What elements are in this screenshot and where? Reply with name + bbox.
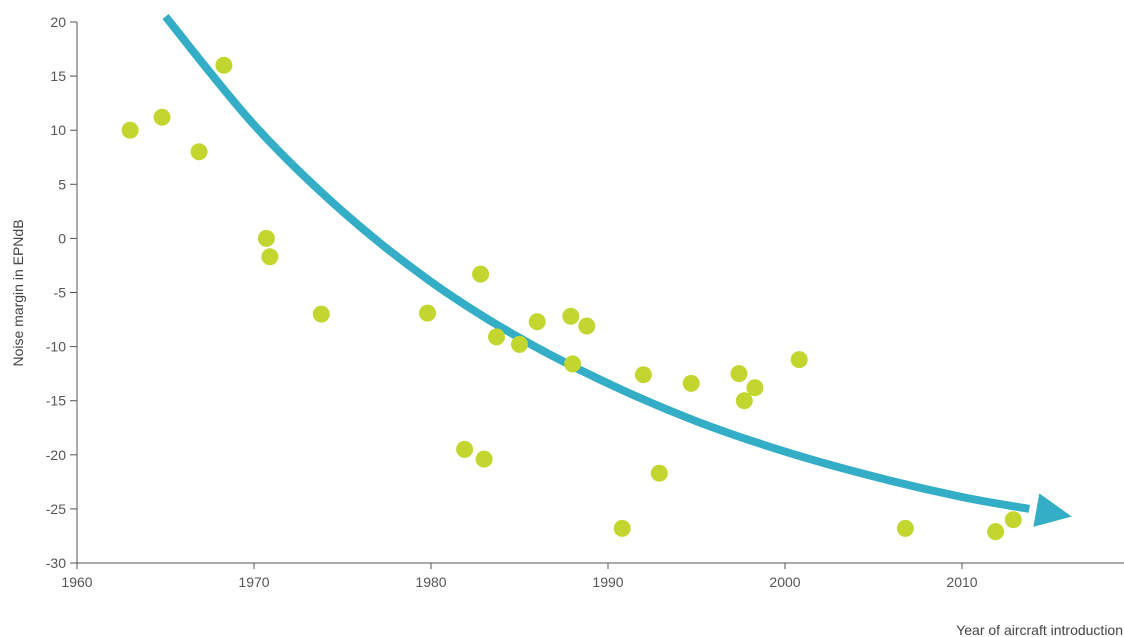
data-point <box>746 379 764 397</box>
data-point <box>488 328 505 346</box>
data-point <box>896 519 914 537</box>
data-point <box>564 355 582 373</box>
trend-arrow <box>162 14 1072 527</box>
data-point <box>613 519 631 537</box>
data-point <box>312 305 330 323</box>
y-axis-title: Noise margin in EPNdB <box>10 219 26 366</box>
data-point <box>528 313 546 331</box>
data-point <box>121 121 139 139</box>
data-point <box>735 392 753 410</box>
y-tick-label: -10 <box>46 339 66 355</box>
data-point <box>419 304 436 322</box>
data-point <box>472 265 490 283</box>
data-point <box>730 365 748 383</box>
data-point <box>475 450 493 468</box>
data-point <box>511 335 528 353</box>
y-tick-label: 0 <box>58 230 66 246</box>
data-point <box>682 374 700 392</box>
y-tick-label: -5 <box>54 285 67 301</box>
data-point <box>987 523 1005 541</box>
x-tick-label: 1980 <box>415 574 446 590</box>
x-tick-label: 2000 <box>769 574 800 590</box>
data-point <box>790 351 808 369</box>
y-tick-label: 5 <box>58 176 66 192</box>
trend-arrowhead <box>1033 493 1072 527</box>
data-point <box>650 464 668 482</box>
data-point <box>1004 511 1022 529</box>
ticks: 20 15 10 5 0 -5 -10 -15 -20 -25 -30 1960 1970 1980 199… <box>46 14 978 590</box>
y-tick-label: 15 <box>50 68 66 84</box>
y-tick-label: 20 <box>50 14 66 30</box>
x-tick-label: 1960 <box>61 574 92 590</box>
data-point <box>215 56 233 74</box>
trend-curve <box>162 14 1030 513</box>
data-point <box>456 440 474 458</box>
data-points <box>121 56 1022 541</box>
data-point <box>634 366 652 384</box>
data-point <box>257 229 275 247</box>
data-point <box>578 317 596 335</box>
data-point <box>261 248 279 266</box>
data-point <box>153 108 171 126</box>
x-tick-label: 2010 <box>946 574 977 590</box>
y-tick-label: -20 <box>46 447 66 463</box>
y-tick-label: -15 <box>46 393 66 409</box>
data-point <box>190 143 208 161</box>
x-tick-label: 1990 <box>592 574 623 590</box>
x-axis-title: Year of aircraft introduction <box>956 622 1123 637</box>
y-tick-label: -25 <box>46 501 66 517</box>
y-tick-label: 10 <box>50 122 66 138</box>
data-point <box>562 307 580 325</box>
x-tick-label: 1970 <box>238 574 269 590</box>
y-tick-label: -30 <box>46 555 66 571</box>
